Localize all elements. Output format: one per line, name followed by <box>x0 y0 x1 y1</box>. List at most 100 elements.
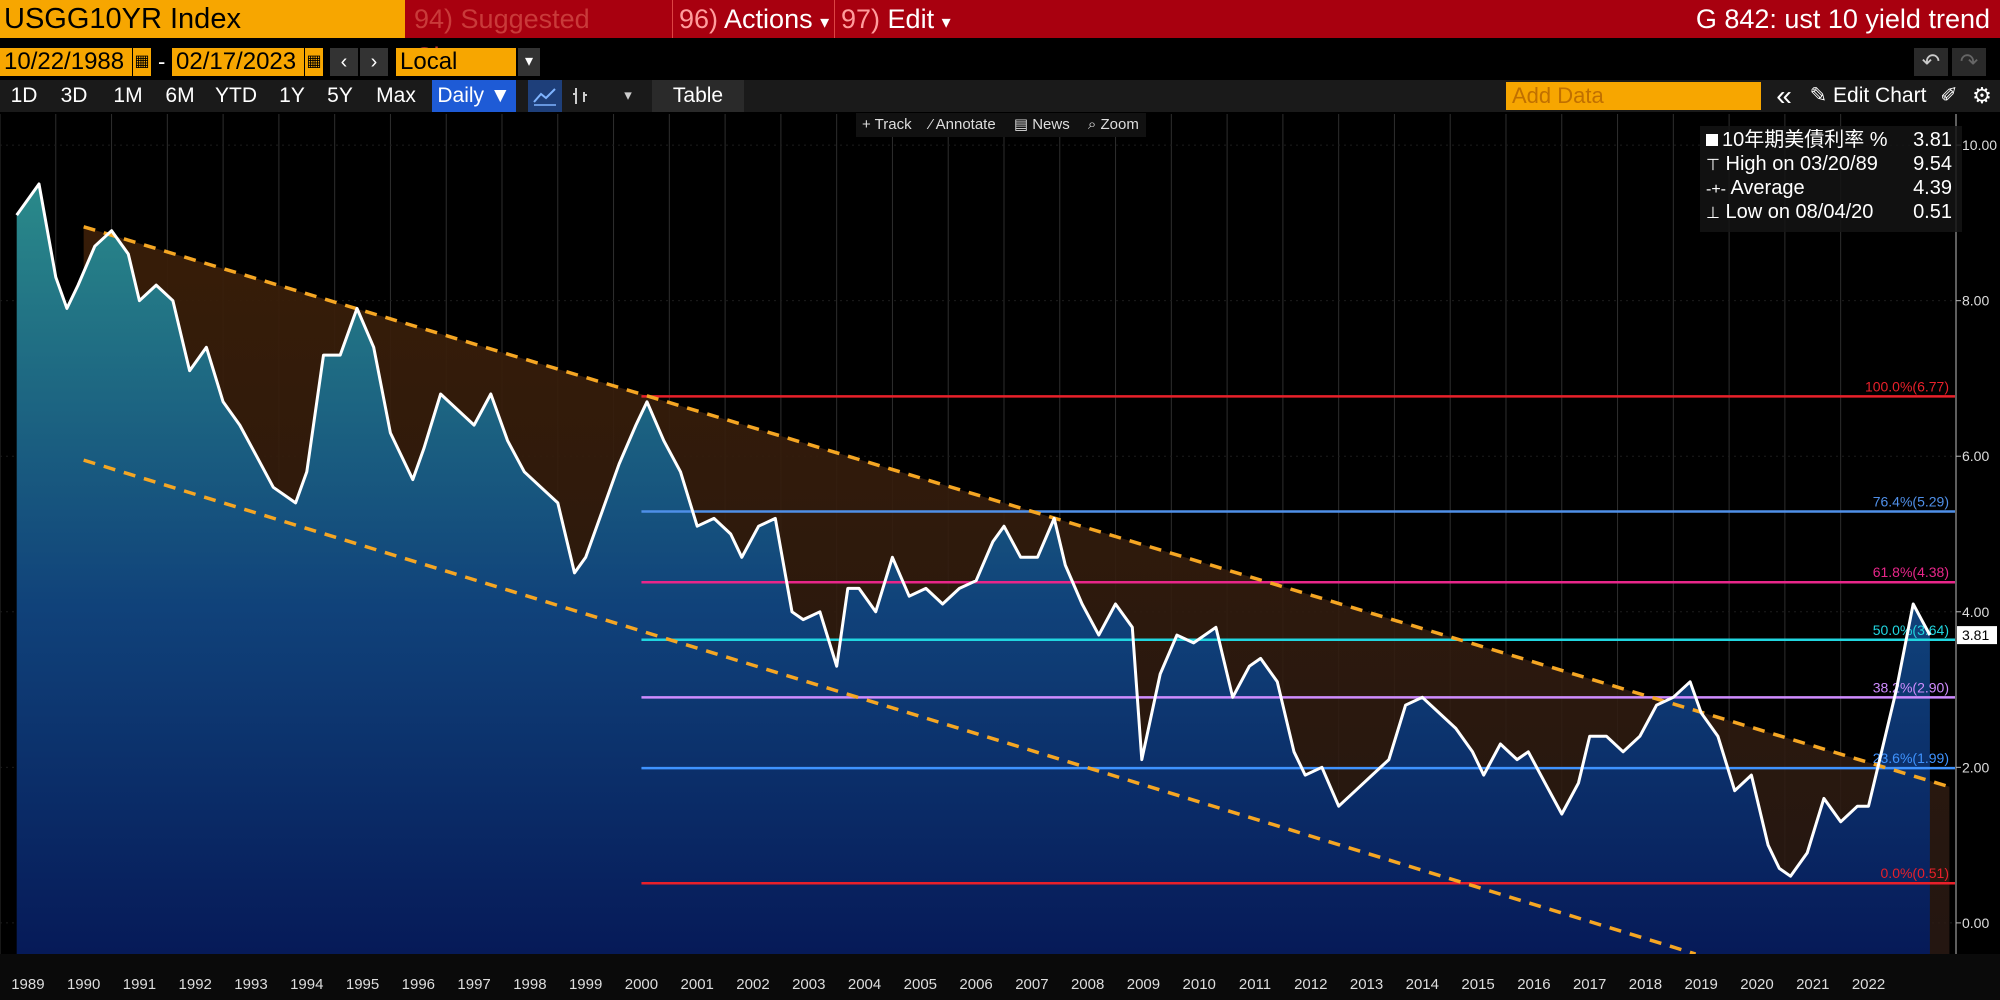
period-6m-button[interactable]: 6M <box>165 84 195 107</box>
x-tick-label: 1994 <box>290 976 323 993</box>
track-label: Track <box>874 116 912 133</box>
legend-high-value: 9.54 <box>1913 153 1952 175</box>
y-tick-label: 6.00 <box>1962 448 1989 464</box>
period-1m-button[interactable]: 1M <box>113 84 143 107</box>
x-tick-label: 1996 <box>402 976 435 993</box>
security-ticker[interactable]: USGG10YR Index <box>0 0 405 38</box>
collapse-icon[interactable]: « <box>1776 80 1792 111</box>
last-value-label: 3.81 <box>1962 627 1989 643</box>
bar-chart-icon[interactable] <box>566 80 596 112</box>
x-tick-label: 2000 <box>625 976 658 993</box>
suggested-charts-menu[interactable]: 94) Suggested Charts <box>408 0 670 72</box>
period-1y-button[interactable]: 1Y <box>279 84 305 107</box>
x-tick-label: 1989 <box>11 976 44 993</box>
actions-menu[interactable]: 96) Actions ▾ <box>672 0 832 38</box>
y-tick-label: 2.00 <box>1962 759 1989 775</box>
fibonacci-level-label: 38.2%(2.90) <box>1873 679 1949 695</box>
x-tick-label: 1999 <box>569 976 602 993</box>
fibonacci-levels: 100.0%(6.77) 76.4%(5.29) 61.8%(4.38) 50.0%(… <box>641 378 1955 885</box>
legend-series-name: 10年期美債利率 % <box>1722 129 1888 151</box>
x-tick-label: 1998 <box>513 976 546 993</box>
x-tick-label: 1992 <box>179 976 212 993</box>
news-label: News <box>1032 116 1070 133</box>
zoom-tool[interactable]: ⌕ Zoom <box>1088 116 1139 133</box>
period-max-button[interactable]: Max <box>376 84 416 107</box>
x-tick-label: 2012 <box>1294 976 1327 993</box>
x-axis: 1989 1990 1991 1992 1993 1994 1995 1996 1997 1998… <box>0 954 2000 1000</box>
x-tick-label: 2002 <box>736 976 769 993</box>
frequency-select[interactable]: Daily ▼ <box>432 80 516 112</box>
x-tick-label: 1991 <box>123 976 156 993</box>
track-tool[interactable]: + Track <box>862 116 912 133</box>
x-tick-label: 2010 <box>1183 976 1216 993</box>
search-icon: ⌕ <box>1087 116 1097 133</box>
fibonacci-level-label: 100.0%(6.77) <box>1865 378 1949 394</box>
x-tick-label: 2011 <box>1239 976 1271 993</box>
edit-icon[interactable]: ✐ <box>1940 84 1958 107</box>
x-tick-label: 2006 <box>959 976 992 993</box>
legend-last-value: 3.81 <box>1913 129 1952 151</box>
average-marker-icon: -+- <box>1706 181 1726 198</box>
table-button[interactable]: Table <box>652 80 744 112</box>
yield-chart[interactable]: 100.0%(6.77) 76.4%(5.29) 61.8%(4.38) 50.0%(… <box>0 114 2000 1000</box>
lower-channel-line <box>83 458 1697 954</box>
x-tick-label: 2005 <box>904 976 937 993</box>
period-ytd-button[interactable]: YTD <box>215 84 257 107</box>
x-tick-label: 2007 <box>1015 976 1048 993</box>
zoom-label: Zoom <box>1100 116 1139 133</box>
last-value-tag: 3.81 <box>1957 626 1997 645</box>
chevron-down-icon[interactable]: ▾ <box>624 87 632 104</box>
x-tick-label: 2003 <box>792 976 825 993</box>
trend-channel <box>83 225 1950 954</box>
line-chart-icon[interactable] <box>528 80 562 112</box>
pencil-icon: ✎ <box>1809 84 1828 107</box>
x-tick-label: 2016 <box>1517 976 1550 993</box>
period-1d-button[interactable]: 1D <box>10 84 38 107</box>
calendar-icon[interactable]: ▦ <box>133 48 151 76</box>
x-tick-label: 2008 <box>1071 976 1104 993</box>
x-tick-label: 2020 <box>1740 976 1773 993</box>
y-tick-label: 10.00 <box>1962 137 1997 153</box>
gear-icon[interactable]: ⚙ <box>1972 83 1992 108</box>
x-tick-label: 2009 <box>1127 976 1160 993</box>
chart-tools: + Track ⁄ Annotate ▤ News ⌕ Zoom <box>856 113 1146 137</box>
x-tick-label: 2015 <box>1461 976 1494 993</box>
undo-icon[interactable]: ↶ <box>1914 48 1948 76</box>
redo-icon[interactable]: ↷ <box>1952 48 1986 76</box>
next-period-button[interactable]: › <box>360 48 388 76</box>
fibonacci-level-label: 76.4%(5.29) <box>1873 493 1949 509</box>
chevron-down-icon[interactable]: ▾ <box>518 48 540 76</box>
edit-chart-button[interactable]: ✎ Edit Chart <box>1806 80 1930 112</box>
x-tick-label: 2013 <box>1350 976 1383 993</box>
x-tick-label: 2018 <box>1629 976 1662 993</box>
chevron-down-icon: ▾ <box>820 12 830 32</box>
menu-number: 94) <box>414 4 454 34</box>
start-date-field[interactable]: 10/22/1988 <box>0 48 132 76</box>
edit-chart-label: Edit Chart <box>1833 84 1927 107</box>
annotate-tool[interactable]: ⁄ Annotate <box>929 116 996 133</box>
news-tool[interactable]: ▤ News <box>1013 116 1070 133</box>
period-3d-button[interactable]: 3D <box>60 84 88 107</box>
y-tick-label: 0.00 <box>1962 915 1989 931</box>
fibonacci-level-label: 50.0%(3.64) <box>1873 622 1949 638</box>
x-axis-band <box>0 954 2000 1000</box>
x-tick-label: 2017 <box>1573 976 1606 993</box>
period-5y-button[interactable]: 5Y <box>327 84 353 107</box>
add-data-input[interactable]: Add Data <box>1506 82 1761 110</box>
x-tick-label: 2014 <box>1406 976 1439 993</box>
calendar-icon[interactable]: ▦ <box>305 48 323 76</box>
chart-page-title: G 842: ust 10 yield trend <box>1695 4 1990 34</box>
edit-menu[interactable]: 97) Edit ▾ <box>834 0 954 38</box>
fibonacci-level-label: 23.6%(1.99) <box>1873 750 1949 766</box>
menu-number: 97) <box>841 4 881 34</box>
series-swatch-icon <box>1706 134 1718 146</box>
legend-low-label: Low on 08/04/20 <box>1725 201 1874 223</box>
previous-period-button[interactable]: ‹ <box>330 48 358 76</box>
currency-select[interactable]: Local CCY <box>396 48 516 103</box>
yield-series-line <box>15 182 1932 878</box>
end-date-field[interactable]: 02/17/2023 <box>172 48 304 76</box>
x-tick-label: 2004 <box>848 976 881 993</box>
x-tick-label: 2022 <box>1852 976 1885 993</box>
x-tick-label: 1997 <box>457 976 490 993</box>
upper-channel-line <box>83 225 1950 789</box>
